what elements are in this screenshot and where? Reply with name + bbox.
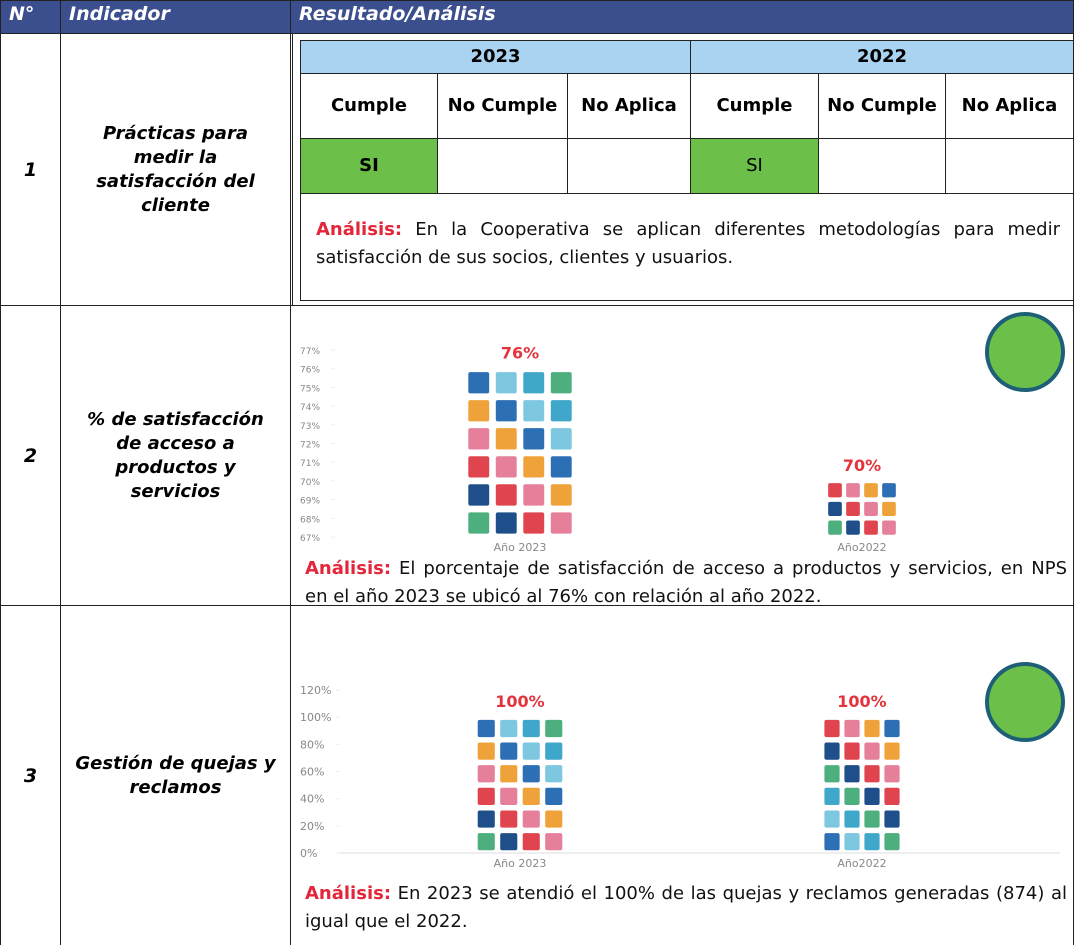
y-tick-label: 73%	[300, 422, 320, 432]
header-number: N°	[0, 0, 61, 34]
column-header: Cumple	[300, 73, 438, 139]
y-tick-label: 69%	[300, 497, 320, 507]
y-tick-label: 77%	[300, 347, 320, 357]
year: 2023	[300, 40, 691, 74]
chart: 67% 68% 69% 70% 71% 72% 73% 74% 75% 76% 77% 76% Año …	[300, 344, 896, 554]
y-tick-label: 71%	[300, 459, 320, 469]
x-tick-label: Año 2023	[494, 541, 547, 554]
indicator: Prácticas para medir la satisfacción del…	[60, 33, 291, 306]
y-tick-label: 20%	[300, 820, 324, 833]
status-indicator	[985, 662, 1065, 742]
value-label: 100%	[837, 692, 886, 711]
bar-icons	[828, 483, 896, 535]
y-tick-label: 120%	[300, 684, 331, 697]
analysis-label: Análisis:	[305, 558, 392, 579]
value-label: 100%	[495, 692, 544, 711]
row-number: 1	[0, 33, 61, 306]
bar-icons	[824, 719, 900, 851]
indicator: Gestión de quejas y reclamos	[60, 605, 291, 945]
column-header: No Cumple	[437, 73, 568, 139]
analysis: Análisis: En 2023 se atendió el 100% de …	[305, 880, 1067, 936]
analysis-text: En 2023 se atendió el 100% de las quejas…	[305, 883, 1067, 932]
analysis: Análisis: El porcentaje de satisfacción …	[305, 555, 1067, 611]
empty-cell	[437, 138, 568, 194]
empty-cell	[567, 138, 691, 194]
value-label: 70%	[843, 456, 881, 475]
row-number: 3	[0, 605, 61, 945]
indicator: % de satisfacción de acceso a productos …	[60, 305, 291, 606]
empty-cell	[818, 138, 946, 194]
y-tick-label: 72%	[300, 441, 320, 451]
y-tick-label: 74%	[300, 403, 320, 413]
y-tick-label: 40%	[300, 793, 324, 806]
bar-icons	[468, 372, 572, 534]
header-result: Resultado/Análisis	[290, 0, 1074, 34]
empty-cell	[945, 138, 1074, 194]
bar-icons	[477, 719, 563, 851]
y-tick-label: 75%	[300, 384, 320, 394]
status-indicator	[985, 312, 1065, 392]
y-tick-label: 67%	[300, 534, 320, 544]
column-header: Cumple	[690, 73, 819, 139]
cumple-cell: SI	[300, 138, 438, 194]
y-tick-label: 0%	[300, 847, 317, 860]
x-tick-label: Año 2023	[494, 857, 547, 870]
column-header: No Aplica	[567, 73, 691, 139]
cumple-cell: SI	[690, 138, 819, 194]
x-tick-label: Año2022	[837, 541, 886, 554]
x-tick-label: Año2022	[837, 857, 886, 870]
analysis-text: En la Cooperativa se aplican diferentes …	[316, 219, 1060, 268]
row-number: 2	[0, 305, 61, 606]
analysis-label: Análisis:	[305, 883, 392, 904]
y-tick-label: 76%	[300, 366, 320, 376]
year: 2022	[690, 40, 1074, 74]
value-label: 76%	[501, 344, 539, 363]
column-header: No Aplica	[945, 73, 1074, 139]
analysis-text: El porcentaje de satisfacción de acceso …	[305, 558, 1067, 607]
y-tick-label: 60%	[300, 766, 324, 779]
y-tick-label: 80%	[300, 738, 324, 751]
header-indicator: Indicador	[60, 0, 291, 34]
y-tick-label: 100%	[300, 711, 331, 724]
y-tick-label: 68%	[300, 515, 320, 525]
analysis: Análisis: En la Cooperativa se aplican d…	[316, 216, 1060, 272]
column-header: No Cumple	[818, 73, 946, 139]
analysis-label: Análisis:	[316, 219, 403, 240]
chart: 0% 20% 40% 60% 80% 100% 120% 100% Año 2023 100% Añ…	[300, 684, 1060, 870]
y-tick-label: 70%	[300, 478, 320, 488]
